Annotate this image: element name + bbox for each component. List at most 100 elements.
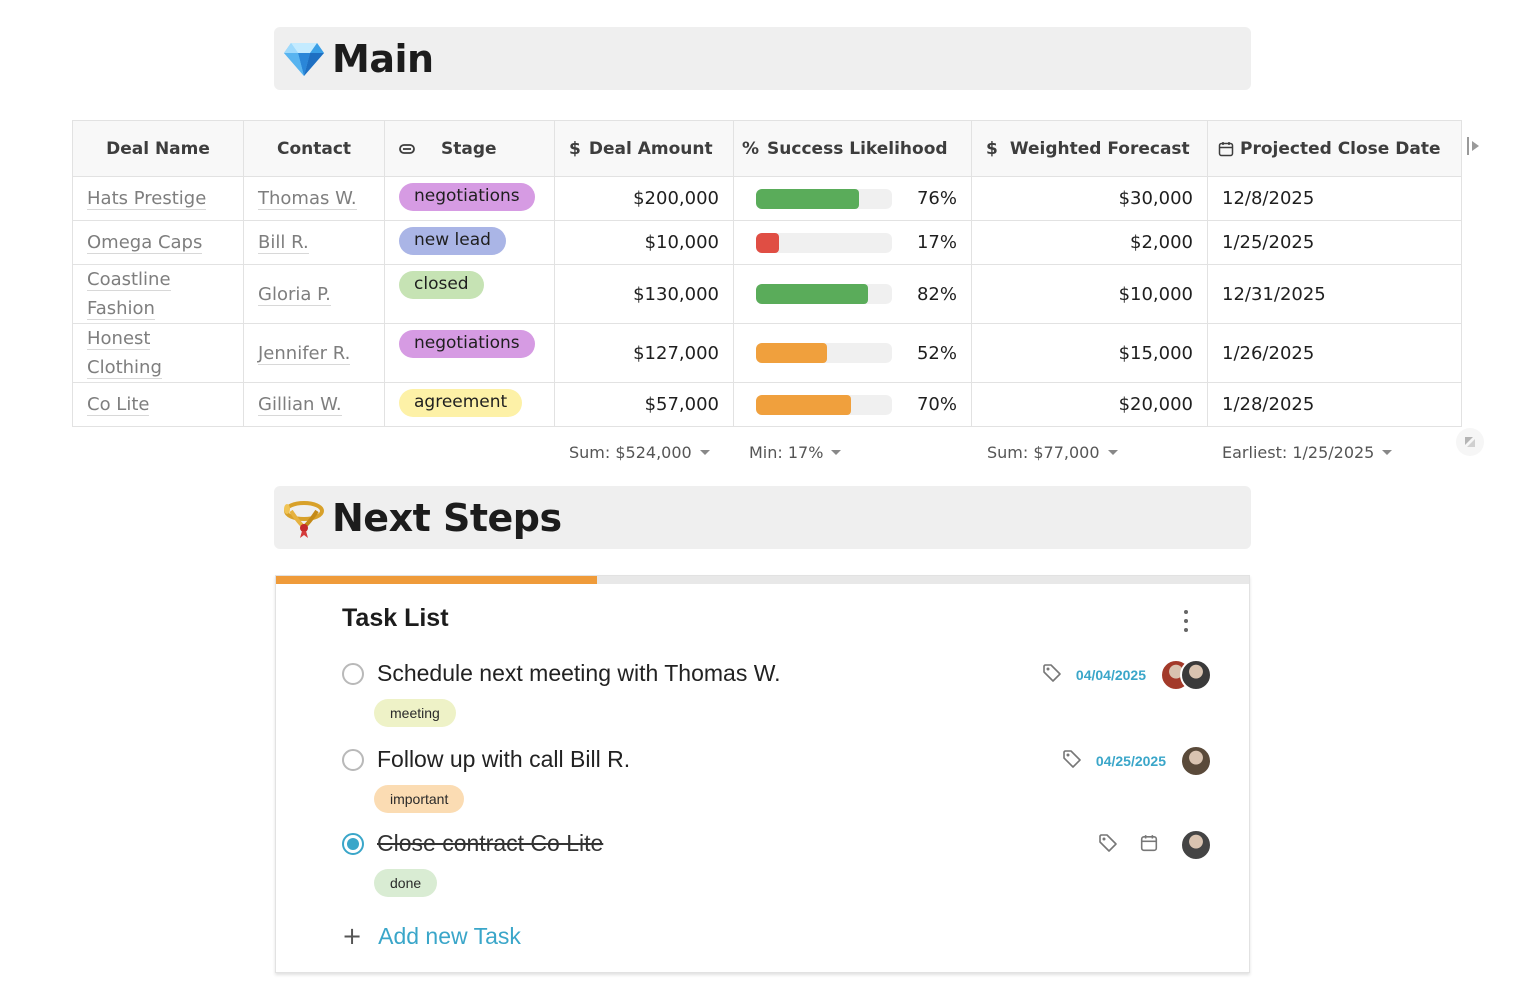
assignee-avatars[interactable] bbox=[1180, 829, 1212, 861]
footer-earliest-close[interactable]: Earliest: 1/25/2025 bbox=[1222, 443, 1393, 462]
cell-weighted-forecast[interactable]: $30,000 bbox=[971, 176, 1208, 221]
task-item[interactable]: Schedule next meeting with Thomas W. 04/0… bbox=[342, 658, 1212, 692]
cell-contact[interactable]: Thomas W. bbox=[243, 176, 385, 221]
contact-link[interactable]: Bill R. bbox=[258, 232, 309, 254]
task-text[interactable]: Follow up with call Bill R. bbox=[377, 746, 631, 772]
task-tag[interactable]: meeting bbox=[374, 699, 456, 727]
cell-success-likelihood[interactable]: 82% bbox=[733, 264, 972, 324]
resize-handle-icon[interactable] bbox=[1456, 428, 1484, 456]
task-item[interactable]: Follow up with call Bill R. 04/25/2025 bbox=[342, 744, 1212, 778]
cell-deal-amount[interactable]: $200,000 bbox=[554, 176, 734, 221]
expand-columns-icon[interactable] bbox=[1466, 136, 1482, 156]
cell-success-likelihood[interactable]: 52% bbox=[733, 323, 972, 383]
cell-deal-amount[interactable]: $10,000 bbox=[554, 220, 734, 265]
cell-stage[interactable]: agreement bbox=[384, 382, 555, 427]
more-options-icon[interactable] bbox=[1180, 610, 1192, 632]
deal-name-link[interactable]: Hats Prestige bbox=[87, 188, 207, 210]
cell-projected-close-date[interactable]: 12/8/2025 bbox=[1207, 176, 1462, 221]
cell-deal-amount[interactable]: $127,000 bbox=[554, 323, 734, 383]
add-task-label: Add new Task bbox=[378, 922, 521, 949]
column-header-weighted-forecast[interactable]: $ Weighted Forecast bbox=[971, 120, 1208, 177]
tag-icon[interactable] bbox=[1042, 663, 1062, 688]
deal-name-link[interactable]: Omega Caps bbox=[87, 232, 203, 254]
cell-weighted-forecast[interactable]: $15,000 bbox=[971, 323, 1208, 383]
contact-link[interactable]: Gloria P. bbox=[258, 283, 331, 306]
task-item[interactable]: Close contract Co Lite bbox=[342, 828, 1212, 862]
stage-pill[interactable]: closed bbox=[399, 271, 484, 299]
cell-deal-amount[interactable]: $57,000 bbox=[554, 382, 734, 427]
avatar[interactable] bbox=[1180, 659, 1212, 691]
deal-name-link[interactable]: Co Lite bbox=[87, 394, 150, 416]
add-task-button[interactable]: + Add new Task bbox=[342, 922, 521, 950]
contact-link[interactable]: Gillian W. bbox=[258, 394, 342, 416]
task-checkbox[interactable] bbox=[342, 833, 364, 855]
task-tag[interactable]: important bbox=[374, 785, 465, 813]
task-checkbox[interactable] bbox=[342, 663, 364, 685]
avatar[interactable] bbox=[1180, 829, 1212, 861]
stage-pill[interactable]: new lead bbox=[399, 227, 506, 255]
task-checkbox[interactable] bbox=[342, 749, 364, 771]
cell-projected-close-date[interactable]: 1/26/2025 bbox=[1207, 323, 1462, 383]
contact-link[interactable]: Jennifer R. bbox=[258, 342, 351, 365]
cell-stage[interactable]: new lead bbox=[384, 220, 555, 265]
cell-projected-close-date[interactable]: 12/31/2025 bbox=[1207, 264, 1462, 324]
cell-projected-close-date[interactable]: 1/28/2025 bbox=[1207, 382, 1462, 427]
table-row[interactable]: Co Lite Gillian W. agreement $57,000 70% $20,… bbox=[72, 382, 1462, 427]
column-header-deal-name[interactable]: Deal Name bbox=[72, 120, 244, 177]
cell-stage[interactable]: negotiations bbox=[384, 323, 555, 383]
task-text[interactable]: Close contract Co Lite bbox=[377, 830, 604, 856]
cell-contact[interactable]: Jennifer R. bbox=[243, 323, 385, 383]
cell-contact[interactable]: Bill R. bbox=[243, 220, 385, 265]
chevron-down-icon bbox=[699, 450, 710, 455]
cell-deal-name[interactable]: Coastline Fashion bbox=[72, 264, 244, 324]
stage-pill[interactable]: negotiations bbox=[399, 183, 535, 211]
dollar-icon: $ bbox=[986, 138, 998, 159]
task-text[interactable]: Schedule next meeting with Thomas W. bbox=[377, 660, 781, 686]
likelihood-bar bbox=[756, 343, 892, 363]
table-row[interactable]: Omega Caps Bill R. new lead $10,000 17% $2,00… bbox=[72, 220, 1462, 265]
cell-success-likelihood[interactable]: 70% bbox=[733, 382, 972, 427]
table-row[interactable]: Hats Prestige Thomas W. negotiations $200,0… bbox=[72, 176, 1462, 221]
cell-deal-name[interactable]: Omega Caps bbox=[72, 220, 244, 265]
cell-projected-close-date[interactable]: 1/25/2025 bbox=[1207, 220, 1462, 265]
task-tag[interactable]: done bbox=[374, 869, 438, 897]
tag-icon[interactable] bbox=[1062, 749, 1082, 774]
cell-weighted-forecast[interactable]: $10,000 bbox=[971, 264, 1208, 324]
stage-pill[interactable]: agreement bbox=[399, 389, 523, 417]
cell-deal-amount[interactable]: $130,000 bbox=[554, 264, 734, 324]
main-section-header: Main bbox=[274, 27, 1251, 90]
cell-deal-name[interactable]: Honest Clothing bbox=[72, 323, 244, 383]
cell-contact[interactable]: Gloria P. bbox=[243, 264, 385, 324]
cell-deal-name[interactable]: Co Lite bbox=[72, 382, 244, 427]
column-header-projected-close-date[interactable]: Projected Close Date bbox=[1207, 120, 1462, 177]
footer-sum-forecast[interactable]: Sum: $77,000 bbox=[987, 443, 1118, 462]
cell-weighted-forecast[interactable]: $2,000 bbox=[971, 220, 1208, 265]
assignee-avatars[interactable] bbox=[1180, 745, 1212, 777]
column-header-deal-amount[interactable]: $ Deal Amount bbox=[554, 120, 734, 177]
assignee-avatars[interactable] bbox=[1160, 659, 1212, 691]
calendar-icon[interactable] bbox=[1140, 834, 1158, 857]
task-meta: 04/25/2025 bbox=[1062, 744, 1212, 778]
footer-sum-amount[interactable]: Sum: $524,000 bbox=[569, 443, 710, 462]
column-header-contact[interactable]: Contact bbox=[243, 120, 385, 177]
cell-success-likelihood[interactable]: 76% bbox=[733, 176, 972, 221]
cell-stage[interactable]: closed bbox=[384, 264, 555, 324]
column-header-success-likelihood[interactable]: % Success Likelihood bbox=[733, 120, 972, 177]
deal-name-link[interactable]: Honest Clothing bbox=[87, 328, 162, 379]
cell-weighted-forecast[interactable]: $20,000 bbox=[971, 382, 1208, 427]
cell-stage[interactable]: negotiations bbox=[384, 176, 555, 221]
avatar[interactable] bbox=[1180, 745, 1212, 777]
stage-pill[interactable]: negotiations bbox=[399, 330, 535, 358]
cell-deal-name[interactable]: Hats Prestige bbox=[72, 176, 244, 221]
table-row[interactable]: Honest Clothing Jennifer R. negotiations $1… bbox=[72, 323, 1462, 383]
due-date[interactable]: 04/25/2025 bbox=[1095, 753, 1166, 769]
due-date[interactable]: 04/04/2025 bbox=[1075, 667, 1146, 683]
deal-name-link[interactable]: Coastline Fashion bbox=[87, 269, 171, 320]
tag-icon[interactable] bbox=[1098, 833, 1118, 858]
column-header-stage[interactable]: Stage bbox=[384, 120, 555, 177]
contact-link[interactable]: Thomas W. bbox=[258, 188, 357, 210]
cell-success-likelihood[interactable]: 17% bbox=[733, 220, 972, 265]
cell-contact[interactable]: Gillian W. bbox=[243, 382, 385, 427]
footer-min-likelihood[interactable]: Min: 17% bbox=[749, 443, 842, 462]
table-row[interactable]: Coastline Fashion Gloria P. closed $130,000… bbox=[72, 264, 1462, 324]
